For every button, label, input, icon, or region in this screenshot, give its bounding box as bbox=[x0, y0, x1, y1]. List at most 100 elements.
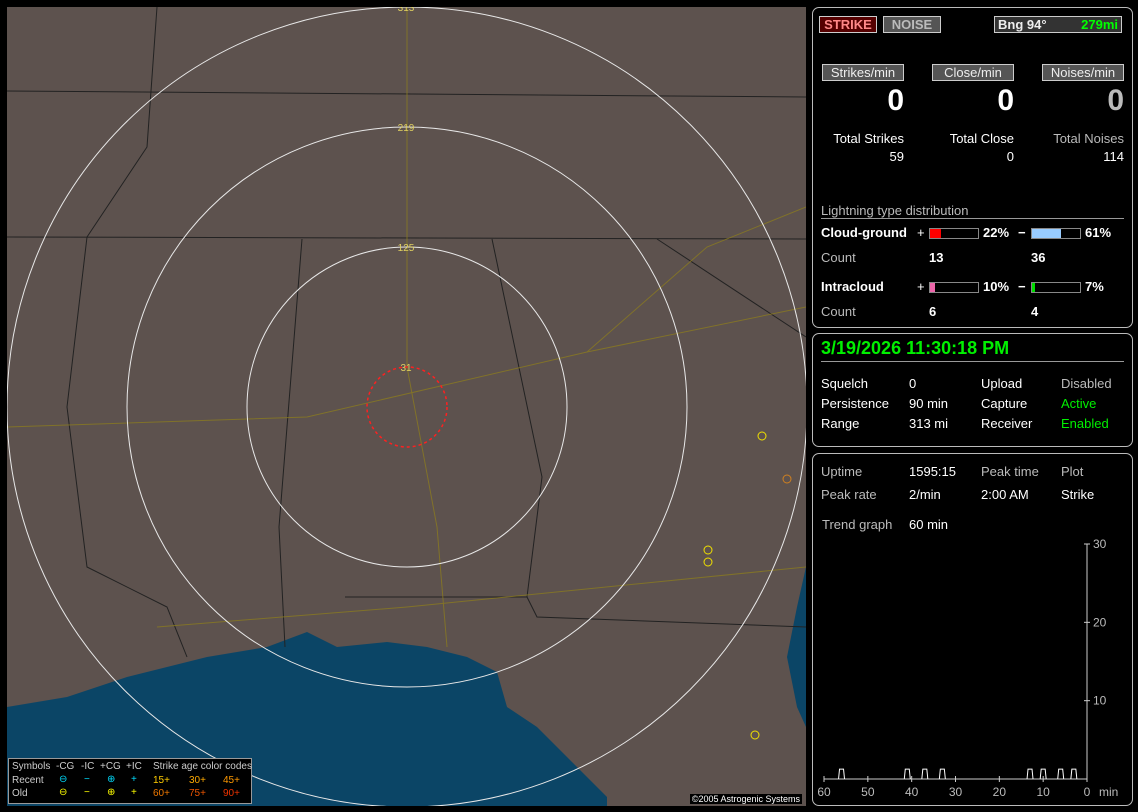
cg-neg-bar bbox=[1031, 228, 1081, 239]
count-label: Count bbox=[821, 250, 856, 265]
bearing-readout: Bng 94° 279mi bbox=[994, 16, 1122, 33]
cg-pos-pct: 22% bbox=[983, 225, 1010, 240]
settings-panel: 3/19/2026 11:30:18 PM Squelch 0 Upload D… bbox=[812, 333, 1133, 447]
neg-cg-recent-icon: ⊖ bbox=[59, 774, 68, 785]
trend-bump bbox=[903, 768, 911, 780]
pos-cg-old-icon: ⊕ bbox=[107, 787, 116, 798]
x-tick-label: 50 bbox=[861, 785, 875, 799]
range-label: Range bbox=[821, 416, 860, 431]
ic-neg-count: 4 bbox=[1031, 304, 1039, 319]
legend-title: Symbols bbox=[12, 761, 51, 772]
pos-ic-old-icon: + bbox=[131, 787, 137, 798]
peak-time-value: 2:00 AM bbox=[981, 487, 1029, 502]
age-code: 30+ bbox=[189, 775, 206, 786]
total-noises-label: Total Noises bbox=[1053, 131, 1124, 146]
trend-value: 60 min bbox=[909, 517, 949, 532]
age-code: 15+ bbox=[153, 775, 170, 786]
close-per-min-button[interactable]: Close/min bbox=[932, 64, 1014, 81]
cg-label: Cloud-ground bbox=[821, 225, 907, 240]
ic-pos-count: 6 bbox=[929, 304, 937, 319]
trend-bump bbox=[1057, 768, 1065, 780]
ic-neg-pct: 7% bbox=[1085, 279, 1104, 294]
x-tick-label: 40 bbox=[905, 785, 919, 799]
upload-value: Disabled bbox=[1061, 376, 1112, 391]
persistence-label: Persistence bbox=[821, 396, 889, 411]
ic-neg-bar bbox=[1031, 282, 1081, 293]
noise-indicator[interactable]: NOISE bbox=[883, 16, 941, 33]
squelch-label: Squelch bbox=[821, 376, 868, 391]
uptime-label: Uptime bbox=[821, 464, 863, 479]
legend-age-title: Strike age color codes bbox=[153, 761, 252, 772]
strike-indicator[interactable]: STRIKE bbox=[819, 16, 877, 33]
strike-markers bbox=[703, 431, 792, 740]
strike-map[interactable]: 31 125 219 313 ©2005 Astrogenic Systems bbox=[7, 7, 806, 806]
trend-label: Trend graph bbox=[822, 517, 893, 532]
trend-bump bbox=[938, 768, 946, 780]
strikes-per-min-button[interactable]: Strikes/min bbox=[822, 64, 904, 81]
trend-bump bbox=[838, 768, 846, 780]
total-close-label: Total Close bbox=[949, 131, 1014, 146]
neg-ic-old-icon: − bbox=[84, 787, 90, 798]
legend-col: +CG bbox=[100, 761, 121, 772]
bearing: Bng 94° bbox=[998, 17, 1047, 32]
legend-recent: Recent bbox=[12, 775, 44, 786]
trend-bump bbox=[1039, 768, 1047, 780]
range-label: 125 bbox=[398, 243, 415, 254]
total-strikes: 59 bbox=[889, 149, 904, 164]
range-label: 31 bbox=[400, 363, 412, 374]
trend-bump bbox=[921, 768, 929, 780]
range-rings bbox=[7, 7, 806, 806]
stats-panel: Uptime 1595:15 Peak time Plot Peak rate … bbox=[812, 453, 1133, 806]
uptime-value: 1595:15 bbox=[909, 464, 956, 479]
capture-value: Active bbox=[1061, 396, 1097, 411]
map-canvas: 31 125 219 313 bbox=[7, 7, 806, 806]
close-range-ring bbox=[366, 366, 448, 448]
noises-rate: 0 bbox=[1107, 84, 1124, 117]
legend-old: Old bbox=[12, 788, 28, 799]
distribution-title: Lightning type distribution bbox=[821, 203, 1124, 219]
clock: 3/19/2026 11:30:18 PM bbox=[821, 338, 1124, 362]
cg-pos-count: 13 bbox=[929, 250, 944, 265]
legend-col: +IC bbox=[126, 761, 142, 772]
range-value: 313 mi bbox=[909, 416, 949, 431]
distance: 279mi bbox=[1081, 17, 1118, 32]
minus-sign: − bbox=[1018, 279, 1026, 294]
strikes-rate: 0 bbox=[887, 84, 904, 117]
upload-label: Upload bbox=[981, 376, 1023, 391]
peak-rate-value: 2/min bbox=[909, 487, 941, 502]
ic-pos-bar bbox=[929, 282, 979, 293]
cg-neg-count: 36 bbox=[1031, 250, 1046, 265]
noises-per-min-button[interactable]: Noises/min bbox=[1042, 64, 1124, 81]
range-label: 313 bbox=[398, 7, 415, 14]
x-unit: min bbox=[1099, 785, 1118, 799]
total-noises: 114 bbox=[1103, 149, 1124, 164]
peak-time-label: Peak time bbox=[981, 464, 1039, 479]
counts-panel: STRIKE NOISE Bng 94° 279mi Strikes/min Cl… bbox=[812, 7, 1133, 328]
count-label: Count bbox=[821, 304, 856, 319]
minus-sign: − bbox=[1018, 225, 1026, 240]
ic-pos-pct: 10% bbox=[983, 279, 1010, 294]
age-code: 75+ bbox=[189, 788, 206, 799]
total-strikes-label: Total Strikes bbox=[833, 131, 904, 146]
cg-neg-pct: 61% bbox=[1085, 225, 1112, 240]
x-tick-label: 30 bbox=[949, 785, 963, 799]
trend-bump bbox=[1070, 768, 1078, 780]
cg-pos-bar bbox=[929, 228, 979, 239]
x-tick-label: 0 bbox=[1084, 785, 1091, 799]
y-tick-label: 30 bbox=[1093, 537, 1107, 551]
plot-value[interactable]: Strike bbox=[1061, 487, 1095, 502]
plus-sign: + bbox=[917, 279, 925, 294]
age-code: 60+ bbox=[153, 788, 170, 799]
neg-ic-recent-icon: − bbox=[84, 774, 90, 785]
x-tick-label: 20 bbox=[993, 785, 1007, 799]
capture-label: Capture bbox=[981, 396, 1028, 411]
pos-cg-recent-icon: ⊕ bbox=[107, 774, 116, 785]
squelch-value: 0 bbox=[909, 376, 917, 391]
ic-label: Intracloud bbox=[821, 279, 884, 294]
legend-col: -CG bbox=[56, 761, 75, 772]
range-label: 219 bbox=[398, 123, 415, 134]
legend-col: -IC bbox=[81, 761, 95, 772]
receiver-value: Enabled bbox=[1061, 416, 1109, 431]
x-tick-label: 60 bbox=[817, 785, 831, 799]
total-close: 0 bbox=[1006, 149, 1014, 164]
